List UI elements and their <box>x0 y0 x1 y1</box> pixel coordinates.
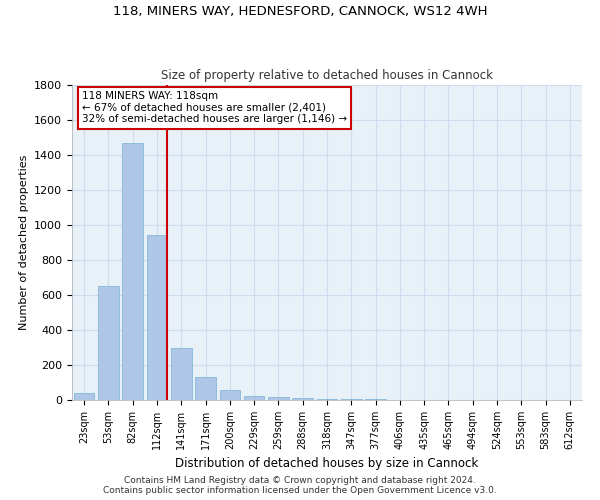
Bar <box>171 348 191 400</box>
X-axis label: Distribution of detached houses by size in Cannock: Distribution of detached houses by size … <box>175 458 479 470</box>
Bar <box>98 286 119 400</box>
Text: Contains HM Land Registry data © Crown copyright and database right 2024.
Contai: Contains HM Land Registry data © Crown c… <box>103 476 497 495</box>
Bar <box>341 399 362 400</box>
Bar <box>146 236 167 400</box>
Bar <box>220 390 240 400</box>
Bar <box>122 142 143 400</box>
Bar <box>268 397 289 400</box>
Text: 118, MINERS WAY, HEDNESFORD, CANNOCK, WS12 4WH: 118, MINERS WAY, HEDNESFORD, CANNOCK, WS… <box>113 5 487 18</box>
Bar <box>195 377 216 400</box>
Bar <box>244 396 265 400</box>
Y-axis label: Number of detached properties: Number of detached properties <box>19 155 29 330</box>
Text: 118 MINERS WAY: 118sqm
← 67% of detached houses are smaller (2,401)
32% of semi-: 118 MINERS WAY: 118sqm ← 67% of detached… <box>82 92 347 124</box>
Bar <box>317 398 337 400</box>
Title: Size of property relative to detached houses in Cannock: Size of property relative to detached ho… <box>161 70 493 82</box>
Bar <box>74 393 94 400</box>
Bar <box>292 398 313 400</box>
